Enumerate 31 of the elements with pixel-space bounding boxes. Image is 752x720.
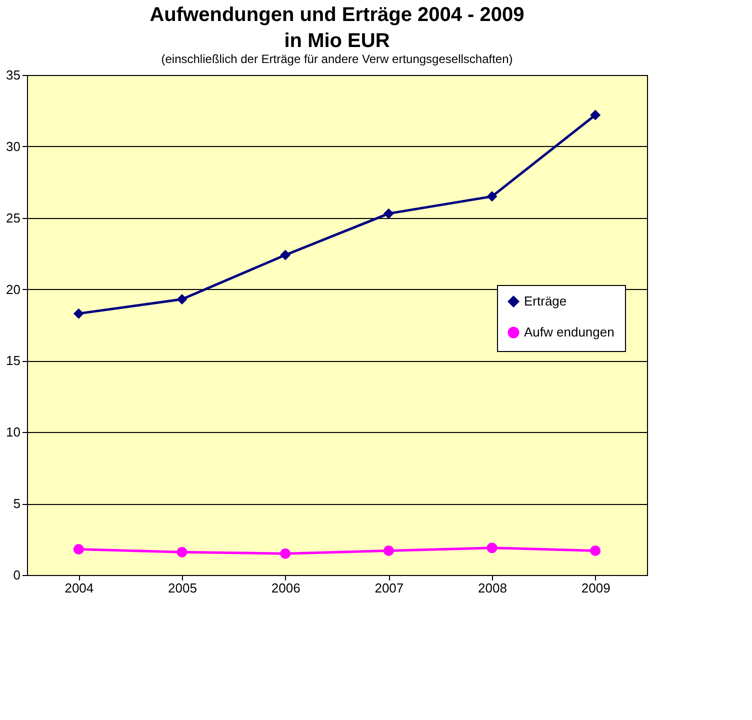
y-tick-label: 10 bbox=[6, 424, 20, 440]
point bbox=[486, 542, 498, 554]
point bbox=[590, 110, 601, 120]
y-tick-label: 0 bbox=[13, 568, 20, 582]
x-tick-label: 2004 bbox=[64, 580, 94, 596]
x-tick-label: 2008 bbox=[478, 580, 507, 596]
point bbox=[73, 544, 84, 555]
point bbox=[176, 294, 188, 305]
y-tick-label: 30 bbox=[6, 138, 20, 154]
point bbox=[176, 546, 188, 558]
point bbox=[280, 250, 291, 260]
chart-title: Aufwendungen und Erträge 2004 - 2009 bbox=[150, 4, 524, 26]
point bbox=[280, 548, 291, 559]
text: (einschließlich der Erträge für andere Verw ertungsgesellschaften) bbox=[161, 52, 513, 66]
point bbox=[73, 308, 84, 319]
x-tick-label: 2005 bbox=[168, 580, 197, 596]
point bbox=[590, 545, 601, 556]
legend-label: Erträge bbox=[524, 294, 567, 308]
x-tick-label: 2007 bbox=[374, 580, 404, 596]
point bbox=[486, 191, 498, 202]
point bbox=[383, 545, 394, 556]
y-tick-label: 15 bbox=[6, 353, 20, 368]
x-tick-label: 2009 bbox=[581, 580, 610, 596]
y-tick-label: 25 bbox=[6, 210, 20, 226]
point bbox=[383, 208, 394, 219]
x-tick-label: 2006 bbox=[271, 580, 300, 596]
y-tick-label: 35 bbox=[6, 68, 20, 82]
chart-subtitle: in Mio EUR bbox=[284, 30, 390, 52]
y-tick-label: 20 bbox=[6, 282, 20, 297]
y-tick-label: 5 bbox=[13, 496, 20, 512]
legend-label: Aufw endungen bbox=[524, 324, 614, 340]
